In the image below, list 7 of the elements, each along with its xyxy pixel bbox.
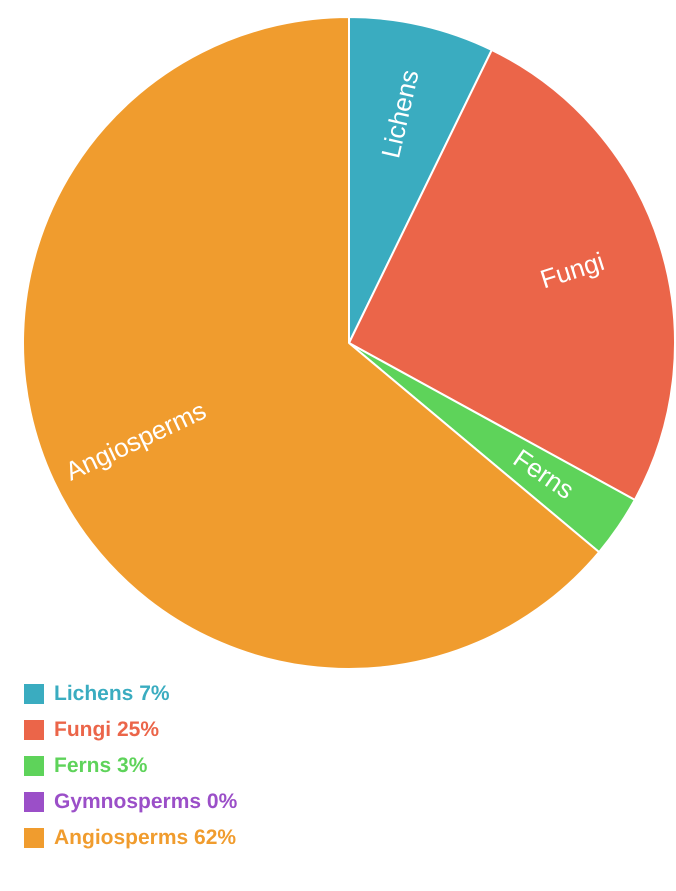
slice-label: Fungi (536, 246, 608, 294)
category-label: Angiosperms 62% (54, 826, 236, 849)
category-label: Lichens 7% (54, 682, 170, 705)
category-label: Ferns 3% (54, 754, 148, 777)
slice-label: Lichens (375, 66, 425, 161)
legend-label: Gymnosperms 0% (54, 790, 238, 814)
category-label: Fungi 25% (54, 718, 160, 741)
